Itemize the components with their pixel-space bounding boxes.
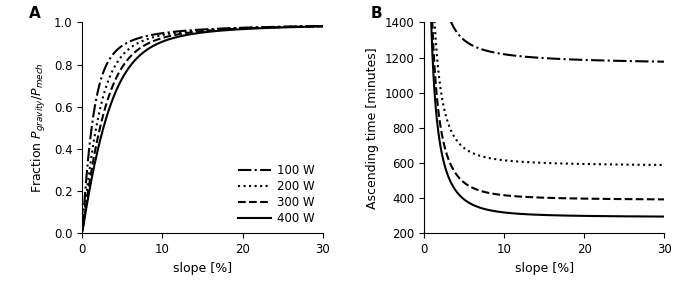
200 W	[312, 24, 320, 28]
Text: A: A	[29, 6, 41, 21]
300 W	[189, 30, 197, 34]
Line: 200 W: 200 W	[83, 26, 323, 229]
400 W	[268, 26, 276, 30]
Legend: 100 W, 200 W, 300 W, 400 W: 100 W, 200 W, 300 W, 400 W	[236, 162, 317, 227]
100 W	[90, 105, 99, 108]
100 W	[319, 24, 327, 28]
100 W	[312, 24, 320, 28]
400 W	[319, 25, 327, 28]
X-axis label: slope [%]: slope [%]	[514, 262, 574, 275]
100 W	[268, 25, 276, 29]
200 W	[195, 29, 203, 32]
200 W	[90, 133, 99, 137]
100 W	[79, 226, 87, 229]
100 W	[312, 24, 320, 28]
200 W	[268, 25, 276, 29]
400 W	[312, 25, 320, 28]
100 W	[195, 28, 203, 31]
300 W	[195, 30, 203, 33]
200 W	[79, 228, 87, 231]
Line: 300 W: 300 W	[83, 26, 323, 230]
400 W	[195, 31, 203, 35]
400 W	[79, 229, 87, 232]
400 W	[189, 32, 197, 35]
200 W	[312, 24, 320, 28]
400 W	[312, 25, 320, 28]
Text: B: B	[371, 6, 382, 21]
200 W	[319, 24, 327, 28]
300 W	[79, 228, 87, 232]
200 W	[189, 29, 197, 33]
X-axis label: slope [%]: slope [%]	[173, 262, 232, 275]
100 W	[189, 28, 197, 32]
Line: 400 W: 400 W	[83, 26, 323, 231]
Y-axis label: Fraction $P_{gravity}/P_{mech}$: Fraction $P_{gravity}/P_{mech}$	[30, 62, 49, 193]
300 W	[319, 24, 327, 28]
300 W	[268, 26, 276, 29]
300 W	[312, 25, 320, 28]
300 W	[90, 150, 99, 153]
Line: 100 W: 100 W	[83, 26, 323, 227]
400 W	[90, 161, 99, 165]
300 W	[312, 25, 320, 28]
Y-axis label: Ascending time [minutes]: Ascending time [minutes]	[366, 47, 379, 209]
